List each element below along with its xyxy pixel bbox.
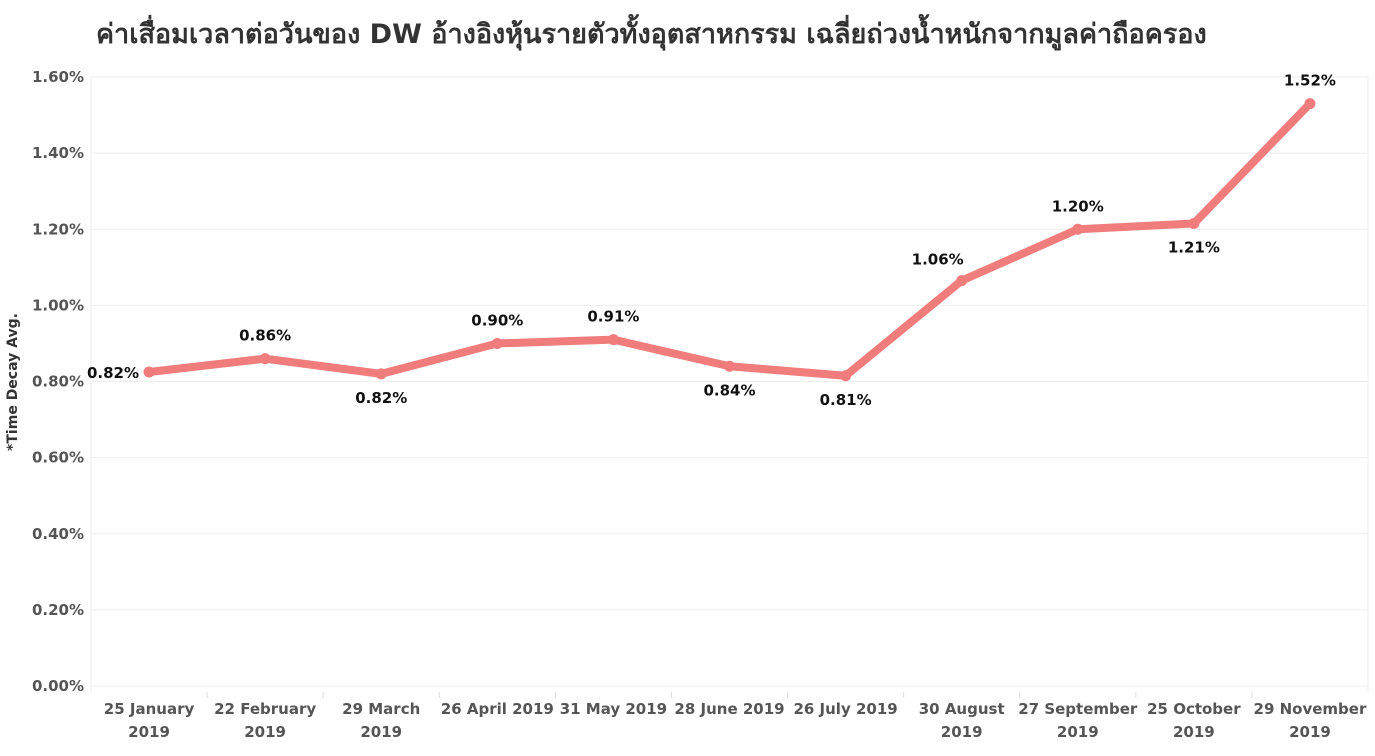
y-axis-label: *Time Decay Avg. — [5, 313, 21, 451]
chart-title: ค่าเสื่อมเวลาต่อวันของ DW อ้างอิงหุ้นราย… — [96, 19, 1207, 50]
data-label: 0.82% — [87, 364, 139, 382]
y-tick-label: 0.00% — [32, 677, 84, 695]
data-label: 1.21% — [1168, 239, 1220, 257]
y-tick-label: 1.20% — [32, 220, 84, 238]
data-label: 0.81% — [820, 391, 872, 409]
data-label: 1.52% — [1284, 72, 1336, 90]
x-tick-label: 26 July 2019 — [793, 700, 897, 718]
data-point — [1304, 98, 1316, 110]
x-tick-label: 29 November 2019 — [1254, 700, 1367, 741]
data-label: 0.84% — [703, 381, 755, 399]
data-point — [607, 334, 619, 346]
x-tick-label: 26 April 2019 — [441, 700, 554, 718]
y-tick-label: 0.60% — [32, 449, 84, 467]
data-label: 1.06% — [912, 251, 964, 269]
y-tick-label: 0.40% — [32, 525, 84, 543]
data-point — [259, 353, 271, 365]
y-tick-label: 0.20% — [32, 601, 84, 619]
y-tick-label: 1.60% — [32, 68, 84, 86]
data-point — [491, 337, 503, 349]
x-tick-label: 25 October 2019 — [1147, 700, 1241, 741]
data-label: 0.90% — [471, 311, 523, 329]
x-tick-label: 28 June 2019 — [674, 700, 784, 718]
x-tick-label: 25 January 2019 — [104, 700, 195, 741]
data-labels: 0.82% 0.86% 0.82% 0.90% 0.91% 0.84% 0.81% 1.06%… — [87, 72, 1336, 409]
y-tick-label: 0.80% — [32, 373, 84, 391]
data-point — [1072, 223, 1084, 235]
gridlines — [90, 76, 1369, 698]
x-tick-label: 29 March 2019 — [342, 700, 420, 741]
y-tick-label: 1.00% — [32, 296, 84, 314]
data-point — [724, 360, 735, 372]
x-tick-label: 30 August 2019 — [919, 700, 1005, 741]
data-point — [375, 368, 387, 380]
data-label: 0.91% — [587, 308, 639, 326]
x-tick-label: 31 May 2019 — [560, 700, 667, 718]
x-tick-label: 27 September 2019 — [1018, 700, 1138, 741]
data-label: 0.82% — [355, 389, 407, 407]
data-label: 1.20% — [1052, 197, 1104, 215]
data-point — [956, 275, 968, 287]
series-line — [145, 99, 1314, 380]
series-time-decay — [143, 98, 1316, 382]
y-tick-label: 1.40% — [32, 144, 84, 162]
data-point — [1188, 218, 1200, 230]
data-point — [840, 370, 852, 382]
data-point — [143, 366, 155, 378]
y-tick-labels: 0.00% 0.20% 0.40% 0.60% 0.80% 1.00% 1.20% 1.40%… — [32, 68, 84, 695]
x-tick-label: 22 February 2019 — [214, 700, 316, 741]
data-label: 0.86% — [239, 327, 291, 345]
x-tick-labels: 25 January 2019 22 February 2019 29 March 201… — [104, 700, 1367, 741]
